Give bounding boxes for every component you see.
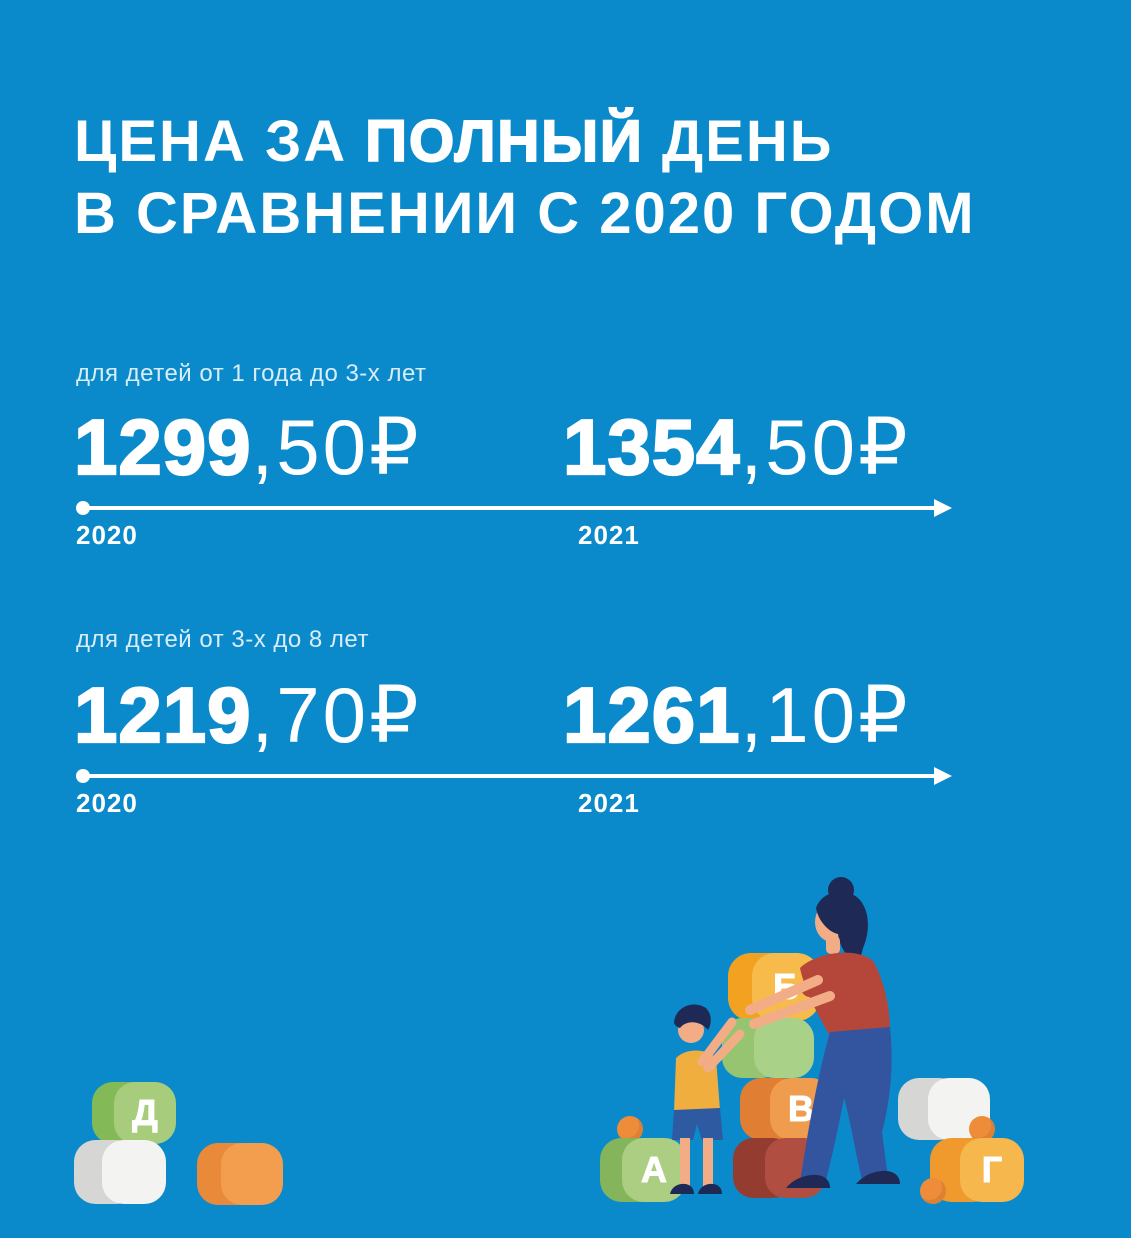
price-fraction: ,70₽	[251, 671, 422, 759]
mother-and-child-illustration	[670, 877, 900, 1194]
timeline-start-dot	[76, 501, 90, 515]
price-fraction: ,10₽	[740, 671, 911, 759]
timeline-start-dot	[76, 769, 90, 783]
section2-year-from: 2020	[76, 788, 138, 818]
price-integer: 1299	[73, 403, 252, 491]
section2-price-2021: 1261,10₽	[562, 671, 911, 759]
child-figure	[670, 1004, 745, 1194]
page-title: ЦЕНА ЗА ПОЛНЫЙ ДЕНЬ В СРАВНЕНИИ С 2020 Г…	[74, 106, 976, 250]
price-fraction: ,50₽	[251, 403, 422, 491]
section1-price-2021: 1354,50₽	[562, 403, 911, 491]
title-prefix: ЦЕНА ЗА	[74, 109, 366, 174]
title-highlight: ПОЛНЫЙ	[364, 108, 644, 175]
block-letter-a: А	[641, 1149, 668, 1191]
price-integer: 1354	[562, 403, 741, 491]
price-integer: 1261	[562, 671, 741, 759]
timeline-arrowhead-icon	[934, 499, 952, 517]
toy-ball	[969, 1116, 995, 1142]
toy-block-a: А	[600, 1138, 686, 1202]
toy-block-g: Г	[930, 1138, 1024, 1202]
section2-year-to: 2021	[578, 788, 640, 818]
section2-label: для детей от 3-х до 8 лет	[76, 626, 369, 653]
price-fraction: ,50₽	[740, 403, 911, 491]
timeline-arrow	[76, 499, 952, 517]
toy-ball	[617, 1116, 643, 1142]
section1-year-from: 2020	[76, 520, 138, 550]
block-letter-g: Г	[981, 1149, 1003, 1191]
title-line2: В СРАВНЕНИИ С 2020 ГОДОМ	[74, 181, 976, 246]
toy-block-orange-left	[197, 1143, 283, 1205]
toy-ball	[920, 1178, 946, 1204]
toy-block-white-left	[74, 1140, 166, 1204]
mother-figure	[745, 877, 900, 1188]
section1-year-to: 2021	[578, 520, 640, 550]
block-letter-d: Д	[132, 1092, 159, 1134]
timeline-arrowhead-icon	[934, 767, 952, 785]
title-suffix: ДЕНЬ	[643, 109, 834, 174]
section2-price-2020: 1219,70₽	[73, 671, 422, 759]
timeline-arrow	[76, 767, 952, 785]
price-integer: 1219	[73, 671, 252, 759]
section1-price-2020: 1299,50₽	[73, 403, 422, 491]
toy-block-d: Д	[92, 1082, 176, 1144]
section1-label: для детей от 1 года до 3-х лет	[76, 360, 427, 387]
